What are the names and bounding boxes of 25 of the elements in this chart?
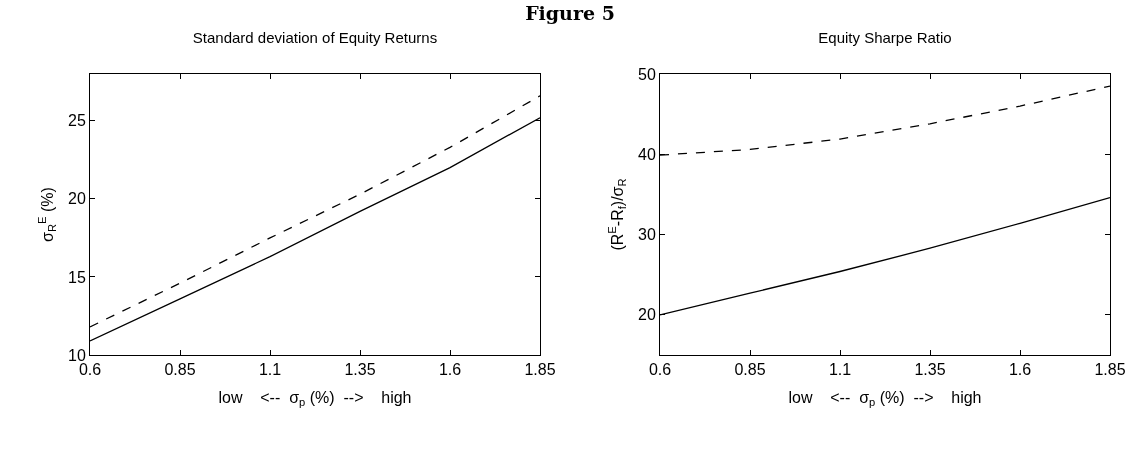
y-tick-label: 30 (638, 226, 656, 244)
chart-title: Figure 5 (524, 1, 616, 26)
x-axis-title: low <-- σ$_{p}$ (%) --> high (788, 388, 982, 409)
x-tick-label: 1.6 (438, 361, 462, 379)
x-tick-label: 0.85 (164, 361, 196, 379)
x-tick-label: 1.1 (828, 361, 852, 379)
x-tick-label: 1.35 (914, 361, 946, 379)
x-tick-label: 0.85 (734, 361, 766, 379)
y-tick-label: 25 (68, 112, 86, 130)
y-tick-label: 50 (638, 65, 656, 83)
x-tick-label: 1.35 (344, 361, 376, 379)
x-tick-label: 0.6 (648, 361, 672, 379)
y-tick-label: 10 (68, 346, 86, 364)
y-tick-label: 40 (638, 145, 656, 163)
x-tick-label: 0.6 (78, 361, 102, 379)
x-tick-label: 1.1 (258, 361, 282, 379)
y-tick-label: 20 (68, 190, 86, 208)
x-axis-title: low <-- σ$_{p}$ (%) --> high (218, 388, 412, 409)
chart-title: Equity Sharpe Ratio (818, 28, 952, 46)
x-tick-label: 1.85 (524, 361, 556, 379)
chart-subtitle: Standard deviation of Equity Returns (192, 28, 438, 46)
y-tick-label: 20 (638, 306, 656, 324)
x-tick-label: 1.85 (1094, 361, 1126, 379)
y-tick-label: 15 (68, 268, 86, 286)
x-tick-label: 1.6 (1008, 361, 1032, 379)
